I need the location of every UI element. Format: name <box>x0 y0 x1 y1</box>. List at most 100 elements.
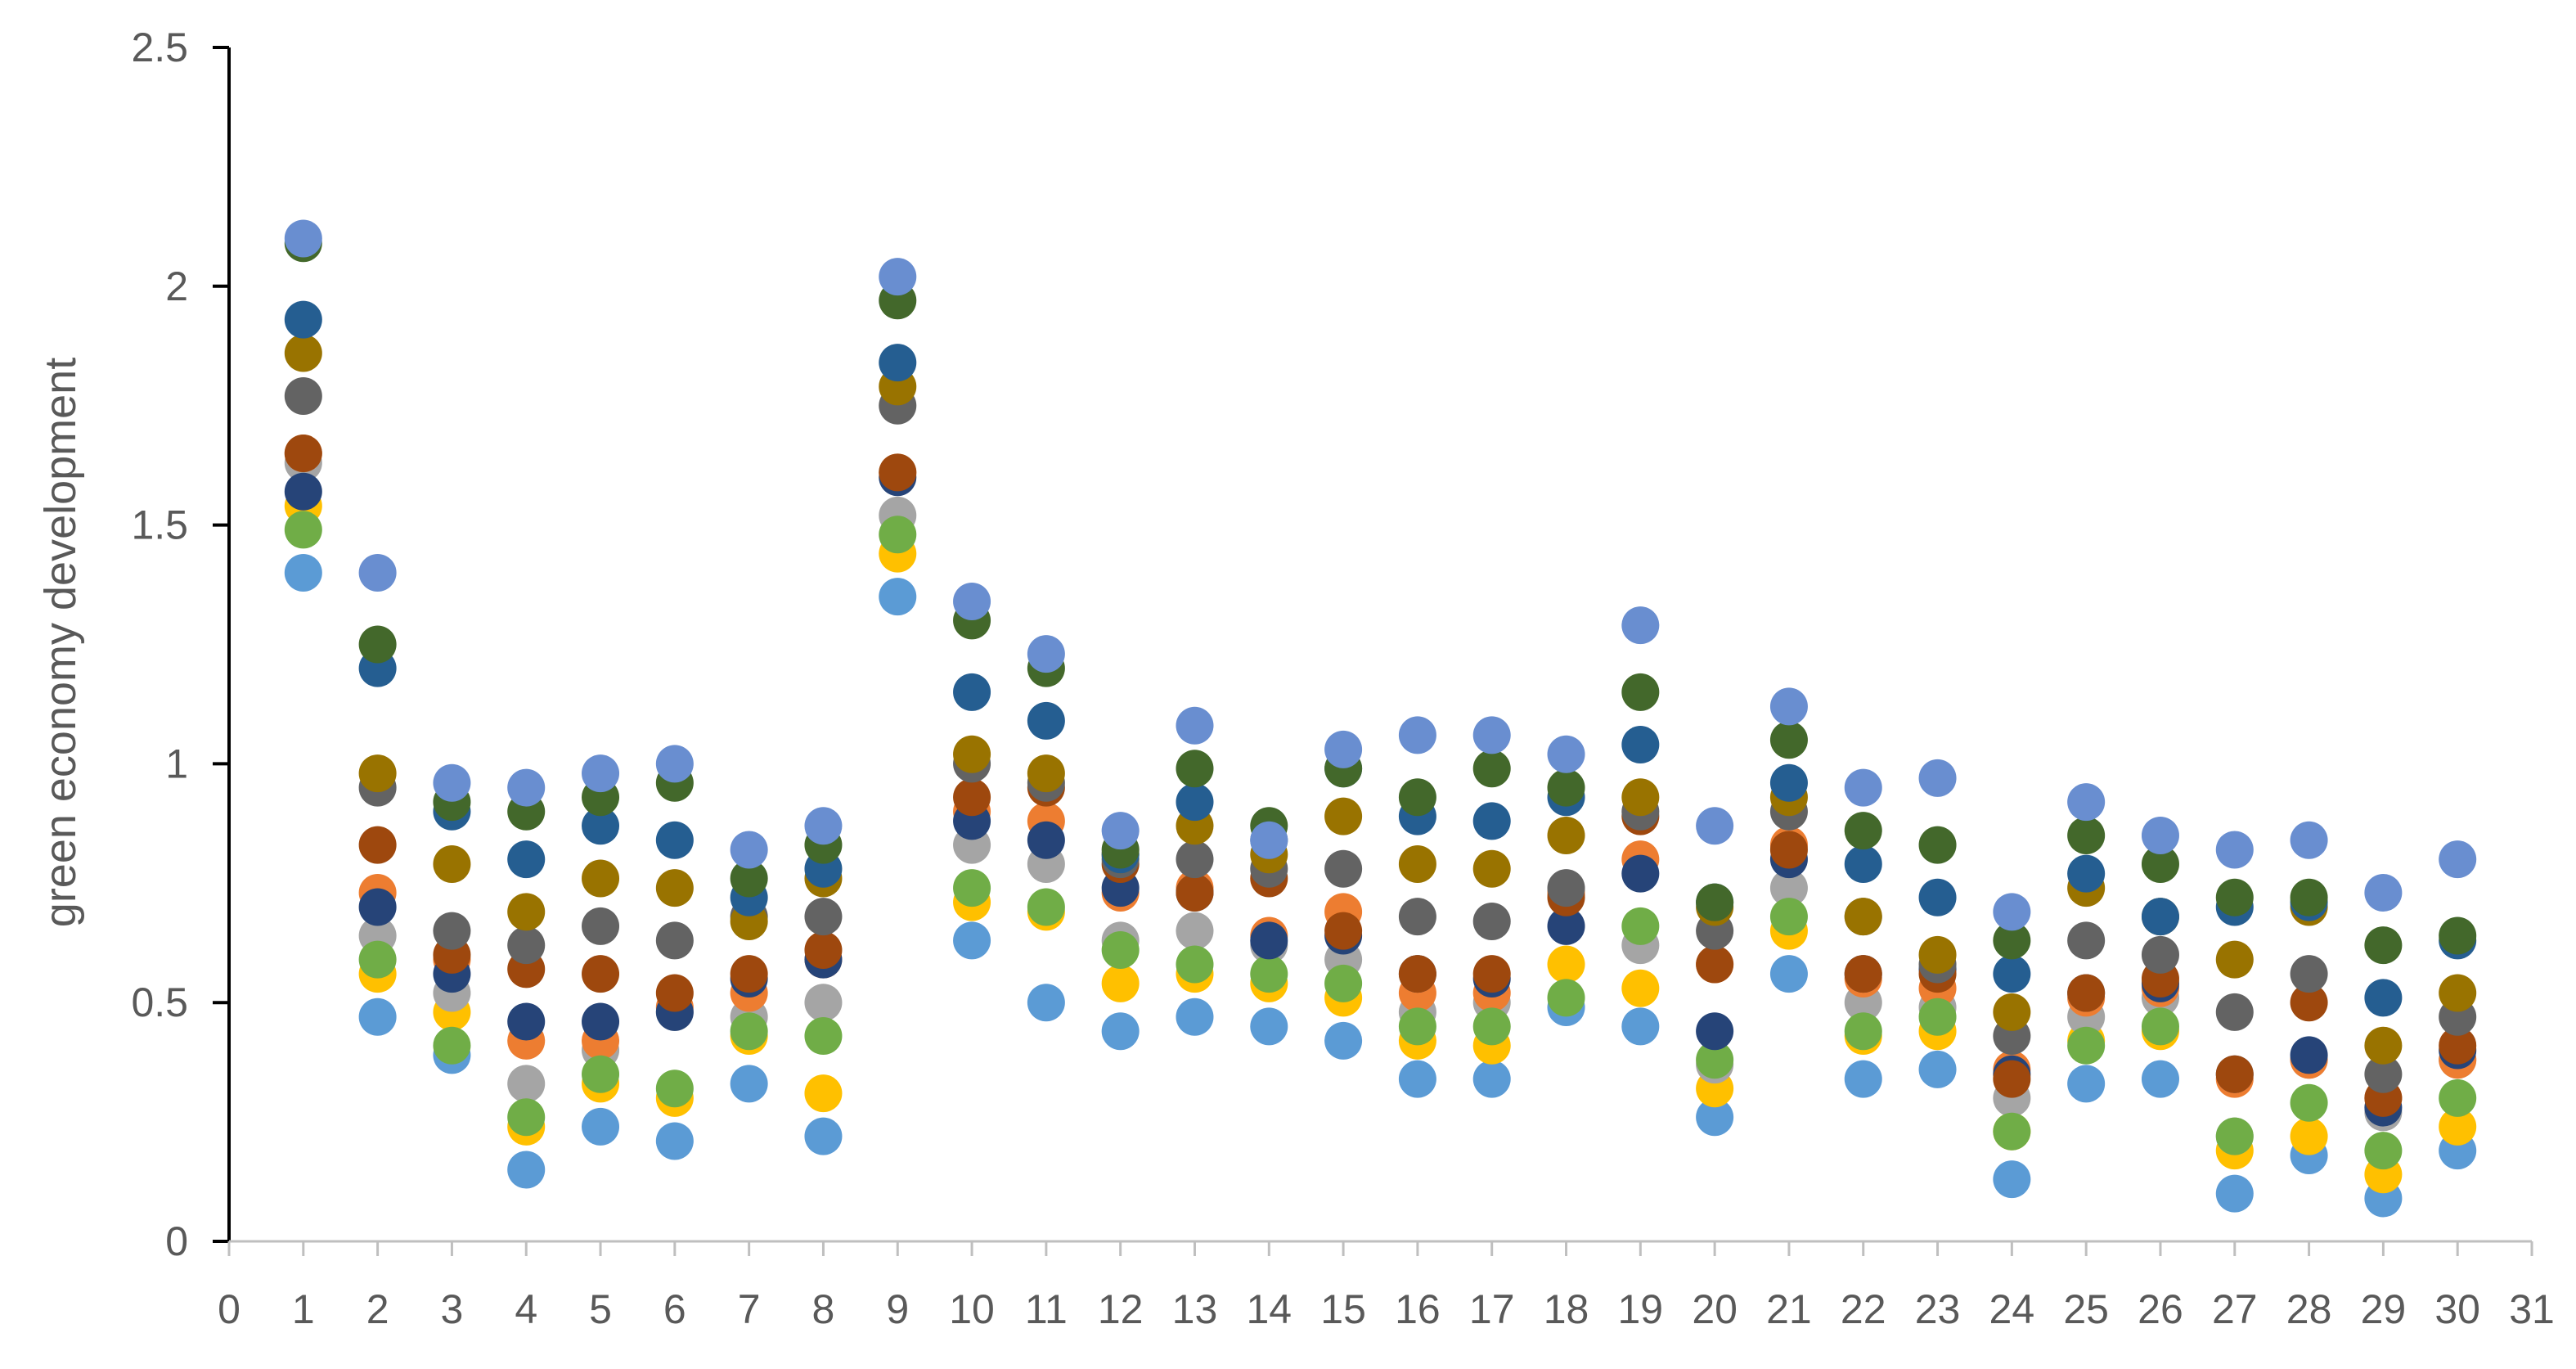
data-point <box>1696 1012 1734 1051</box>
data-point <box>1101 931 1140 970</box>
data-point <box>804 1117 843 1155</box>
data-point <box>582 754 620 793</box>
data-point <box>730 831 768 869</box>
x-tick-label: 1 <box>292 1286 315 1332</box>
data-point <box>804 1017 843 1056</box>
data-point <box>2141 935 2179 974</box>
data-point <box>2439 1107 2477 1146</box>
data-point <box>1472 955 1511 993</box>
data-point <box>1250 1007 1288 1046</box>
data-point <box>2364 1132 2403 1170</box>
x-tick-label: 6 <box>663 1286 686 1332</box>
data-point <box>1621 854 1660 893</box>
data-point <box>1844 768 1882 807</box>
data-point <box>2364 1055 2403 1093</box>
series-1 <box>284 553 2477 1218</box>
data-point <box>2290 821 2328 859</box>
x-tick-label: 25 <box>2063 1286 2109 1332</box>
x-tick-label: 2 <box>366 1286 389 1332</box>
data-point <box>804 984 843 1022</box>
data-point <box>1547 907 1585 945</box>
data-point <box>953 778 991 817</box>
data-point <box>1769 869 1808 907</box>
data-point <box>2067 1065 2106 1103</box>
data-point <box>2364 873 2403 912</box>
data-point <box>953 582 991 620</box>
data-point <box>1398 778 1436 817</box>
data-point <box>2215 1055 2254 1093</box>
data-point <box>1250 955 1288 993</box>
series-11 <box>284 224 2477 965</box>
data-point <box>2364 926 2403 965</box>
data-point <box>1027 888 1065 926</box>
data-point <box>1176 750 1214 788</box>
data-point <box>953 673 991 711</box>
data-point <box>879 516 917 554</box>
data-point <box>879 578 917 616</box>
data-point <box>507 1151 546 1189</box>
data-point <box>1324 912 1363 950</box>
data-point <box>804 807 843 845</box>
data-point <box>730 1065 768 1103</box>
data-point <box>582 1002 620 1041</box>
data-point <box>2141 1007 2179 1046</box>
data-point <box>2067 854 2106 893</box>
data-point <box>1844 1060 1882 1098</box>
data-point <box>1844 955 1882 993</box>
x-tick-label: 27 <box>2212 1286 2258 1332</box>
data-point <box>1993 921 2031 960</box>
data-point <box>2439 1079 2477 1117</box>
data-point <box>1993 1112 2031 1151</box>
x-tick-label: 8 <box>812 1286 835 1332</box>
data-point <box>1769 955 1808 993</box>
x-axis-ticks: 0 1 2 3 4 5 6 7 8 9 10 11 12 13 14 15 16 17 18 19 20 21 22 23 24… <box>218 1241 2555 1332</box>
x-tick-label: 21 <box>1766 1286 1812 1332</box>
data-point <box>358 826 397 864</box>
data-point <box>1621 1007 1660 1046</box>
data-point <box>804 1074 843 1113</box>
data-point <box>582 907 620 945</box>
data-point <box>1176 840 1214 879</box>
data-point <box>1918 1050 1957 1088</box>
data-point <box>1250 921 1288 960</box>
data-point <box>358 888 397 926</box>
data-point <box>2439 1026 2477 1065</box>
x-tick-label: 16 <box>1395 1286 1441 1332</box>
data-point <box>1621 778 1660 817</box>
series-12 <box>284 219 2477 931</box>
data-point <box>1398 955 1436 993</box>
data-point <box>1027 984 1065 1022</box>
data-point <box>1472 902 1511 940</box>
data-point <box>507 768 546 807</box>
data-point <box>582 955 620 993</box>
data-point <box>879 258 917 296</box>
data-point <box>2067 783 2106 822</box>
data-point <box>1324 797 1363 835</box>
data-point <box>507 1065 546 1103</box>
data-point <box>1398 716 1436 754</box>
data-point <box>655 1070 694 1108</box>
data-point <box>1621 726 1660 764</box>
x-tick-label: 4 <box>515 1286 537 1332</box>
data-point <box>1472 750 1511 788</box>
series-5 <box>284 511 2477 1170</box>
data-point <box>1993 993 2031 1031</box>
data-point <box>1176 945 1214 984</box>
x-tick-label: 29 <box>2361 1286 2407 1332</box>
x-tick-label: 12 <box>1098 1286 1144 1332</box>
data-point <box>1769 721 1808 759</box>
data-point <box>655 745 694 783</box>
data-point <box>2067 1026 2106 1065</box>
data-point <box>1993 1160 2031 1199</box>
data-point <box>953 735 991 773</box>
x-tick-label: 22 <box>1841 1286 1886 1332</box>
data-point <box>2439 974 2477 1012</box>
data-point <box>1769 898 1808 936</box>
data-point <box>1621 673 1660 711</box>
data-point <box>582 807 620 845</box>
y-tick-label: 0 <box>165 1218 188 1264</box>
data-point <box>433 763 471 802</box>
data-point <box>1993 955 2031 993</box>
data-point <box>879 344 917 382</box>
data-point <box>1472 849 1511 888</box>
